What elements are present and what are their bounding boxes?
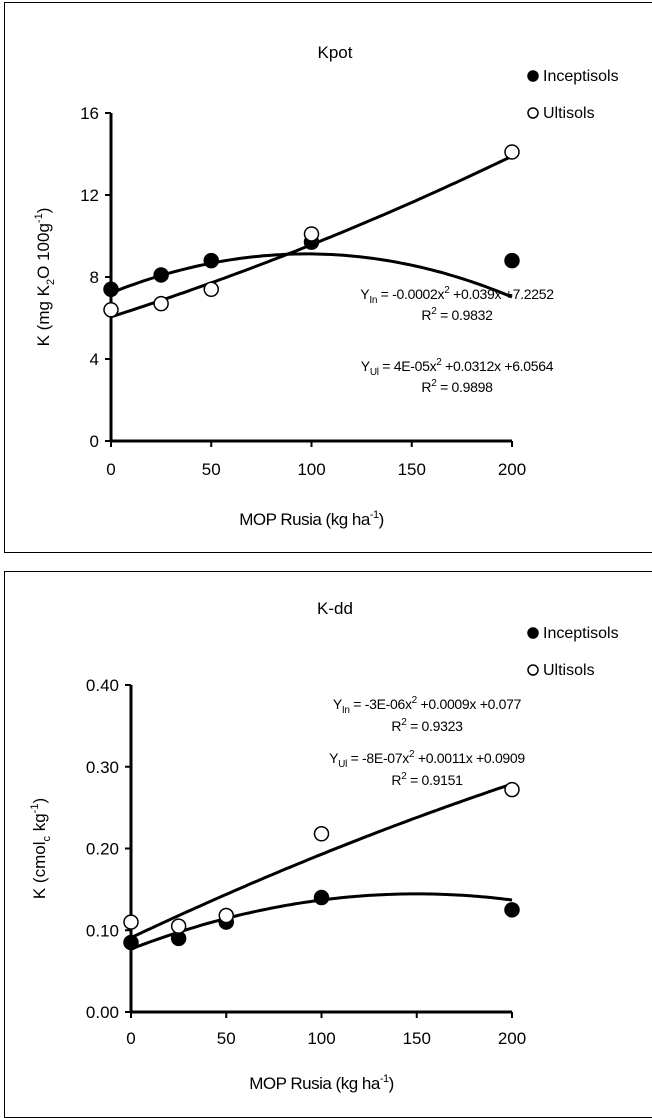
y-tick-label: 0.10 xyxy=(86,921,119,940)
legend-label: Ultisols xyxy=(543,105,595,122)
legend-label: Ultisols xyxy=(543,662,595,679)
data-point-inceptisols xyxy=(313,889,330,906)
data-point-ultisols xyxy=(170,918,187,934)
legend-label: Inceptisols xyxy=(543,625,619,642)
equation-annotation: YIn = -0.0002x2 +0.039x +7.2252 xyxy=(360,285,554,306)
data-point-inceptisols xyxy=(153,267,169,283)
y-tick-label: 0.30 xyxy=(86,758,119,777)
legend-label: Inceptisols xyxy=(543,68,619,85)
kpot-chart: Kpot 0 4 8 12 16 0 50 100 150 200 MOP Rusia (kg ha-… xyxy=(33,43,619,529)
legend-marker-inceptisols xyxy=(527,627,539,639)
data-point-inceptisols xyxy=(123,934,139,951)
x-tick-label: 50 xyxy=(217,1029,236,1048)
y-tick-label: 12 xyxy=(80,186,99,205)
data-point-ultisols xyxy=(203,281,219,298)
y-tick-label: 0.20 xyxy=(86,840,119,859)
legend-marker-inceptisols xyxy=(527,70,539,82)
x-tick-label: 100 xyxy=(297,460,325,479)
x-tick-label: 200 xyxy=(498,460,526,479)
data-point-inceptisols xyxy=(103,281,119,298)
chart-panel-kdd: K-dd 0.00 0.10 0.20 0.30 0.40 0 50 100 150 200 MOP … xyxy=(4,571,652,1118)
data-point-ultisols xyxy=(313,826,330,842)
equation-annotation: YUl = 4E-05x2 +0.0312x +6.0564 xyxy=(361,357,554,378)
data-point-ultisols xyxy=(303,226,320,242)
y-tick-label: 16 xyxy=(80,104,99,123)
trendline-inceptisols xyxy=(110,252,513,299)
equation-annotation: R2 = 0.9832 xyxy=(421,306,493,323)
data-point-ultisols xyxy=(218,907,234,924)
data-point-ultisols xyxy=(103,302,119,318)
x-tick-label: 200 xyxy=(498,1029,526,1048)
data-point-inceptisols xyxy=(504,252,520,269)
y-tick-label: 0.40 xyxy=(86,676,119,695)
x-tick-label: 50 xyxy=(202,460,221,479)
x-tick-label: 0 xyxy=(106,460,115,479)
data-point-inceptisols xyxy=(504,902,520,918)
equation-annotation: R2 = 0.9898 xyxy=(421,378,493,395)
y-tick-label: 8 xyxy=(90,268,99,287)
y-axis-label: K (cmolc kg-1) xyxy=(29,798,53,899)
legend-marker-ultisols xyxy=(527,664,539,676)
x-tick-label: 0 xyxy=(126,1029,135,1048)
data-point-ultisols xyxy=(504,144,520,160)
trendline-ultisols xyxy=(130,782,513,940)
y-tick-label: 0.00 xyxy=(86,1003,119,1022)
x-tick-label: 150 xyxy=(398,460,426,479)
equation-annotation: YIn = -3E-06x2 +0.0009x +0.077 xyxy=(333,695,522,716)
y-axis-label: K (mg K2O 100g-1) xyxy=(33,208,57,347)
equation-annotation: YUl = -8E-07x2 +0.0011x +0.0909 xyxy=(329,749,525,770)
data-point-ultisols xyxy=(504,781,520,798)
x-axis-label: MOP Rusia (kg ha-1) xyxy=(239,509,384,529)
x-axis-label: MOP Rusia (kg ha-1) xyxy=(249,1073,394,1093)
data-point-ultisols xyxy=(123,914,139,930)
data-point-ultisols xyxy=(153,295,169,312)
y-tick-label: 4 xyxy=(90,350,99,369)
y-tick-label: 0 xyxy=(90,432,99,451)
legend-marker-ultisols xyxy=(527,107,539,119)
chart-panel-kpot: Kpot 0 4 8 12 16 0 50 100 150 200 MOP Rusia (kg ha-… xyxy=(4,2,652,553)
chart-title: Kpot xyxy=(318,43,353,62)
data-point-inceptisols xyxy=(203,252,219,269)
x-tick-label: 100 xyxy=(307,1029,335,1048)
x-tick-label: 150 xyxy=(403,1029,431,1048)
kdd-chart: K-dd 0.00 0.10 0.20 0.30 0.40 0 50 100 150 200 MOP … xyxy=(29,599,619,1093)
equation-annotation: R2 = 0.9323 xyxy=(391,717,463,734)
equation-annotation: R2 = 0.9151 xyxy=(391,771,463,788)
chart-title: K-dd xyxy=(317,599,353,618)
